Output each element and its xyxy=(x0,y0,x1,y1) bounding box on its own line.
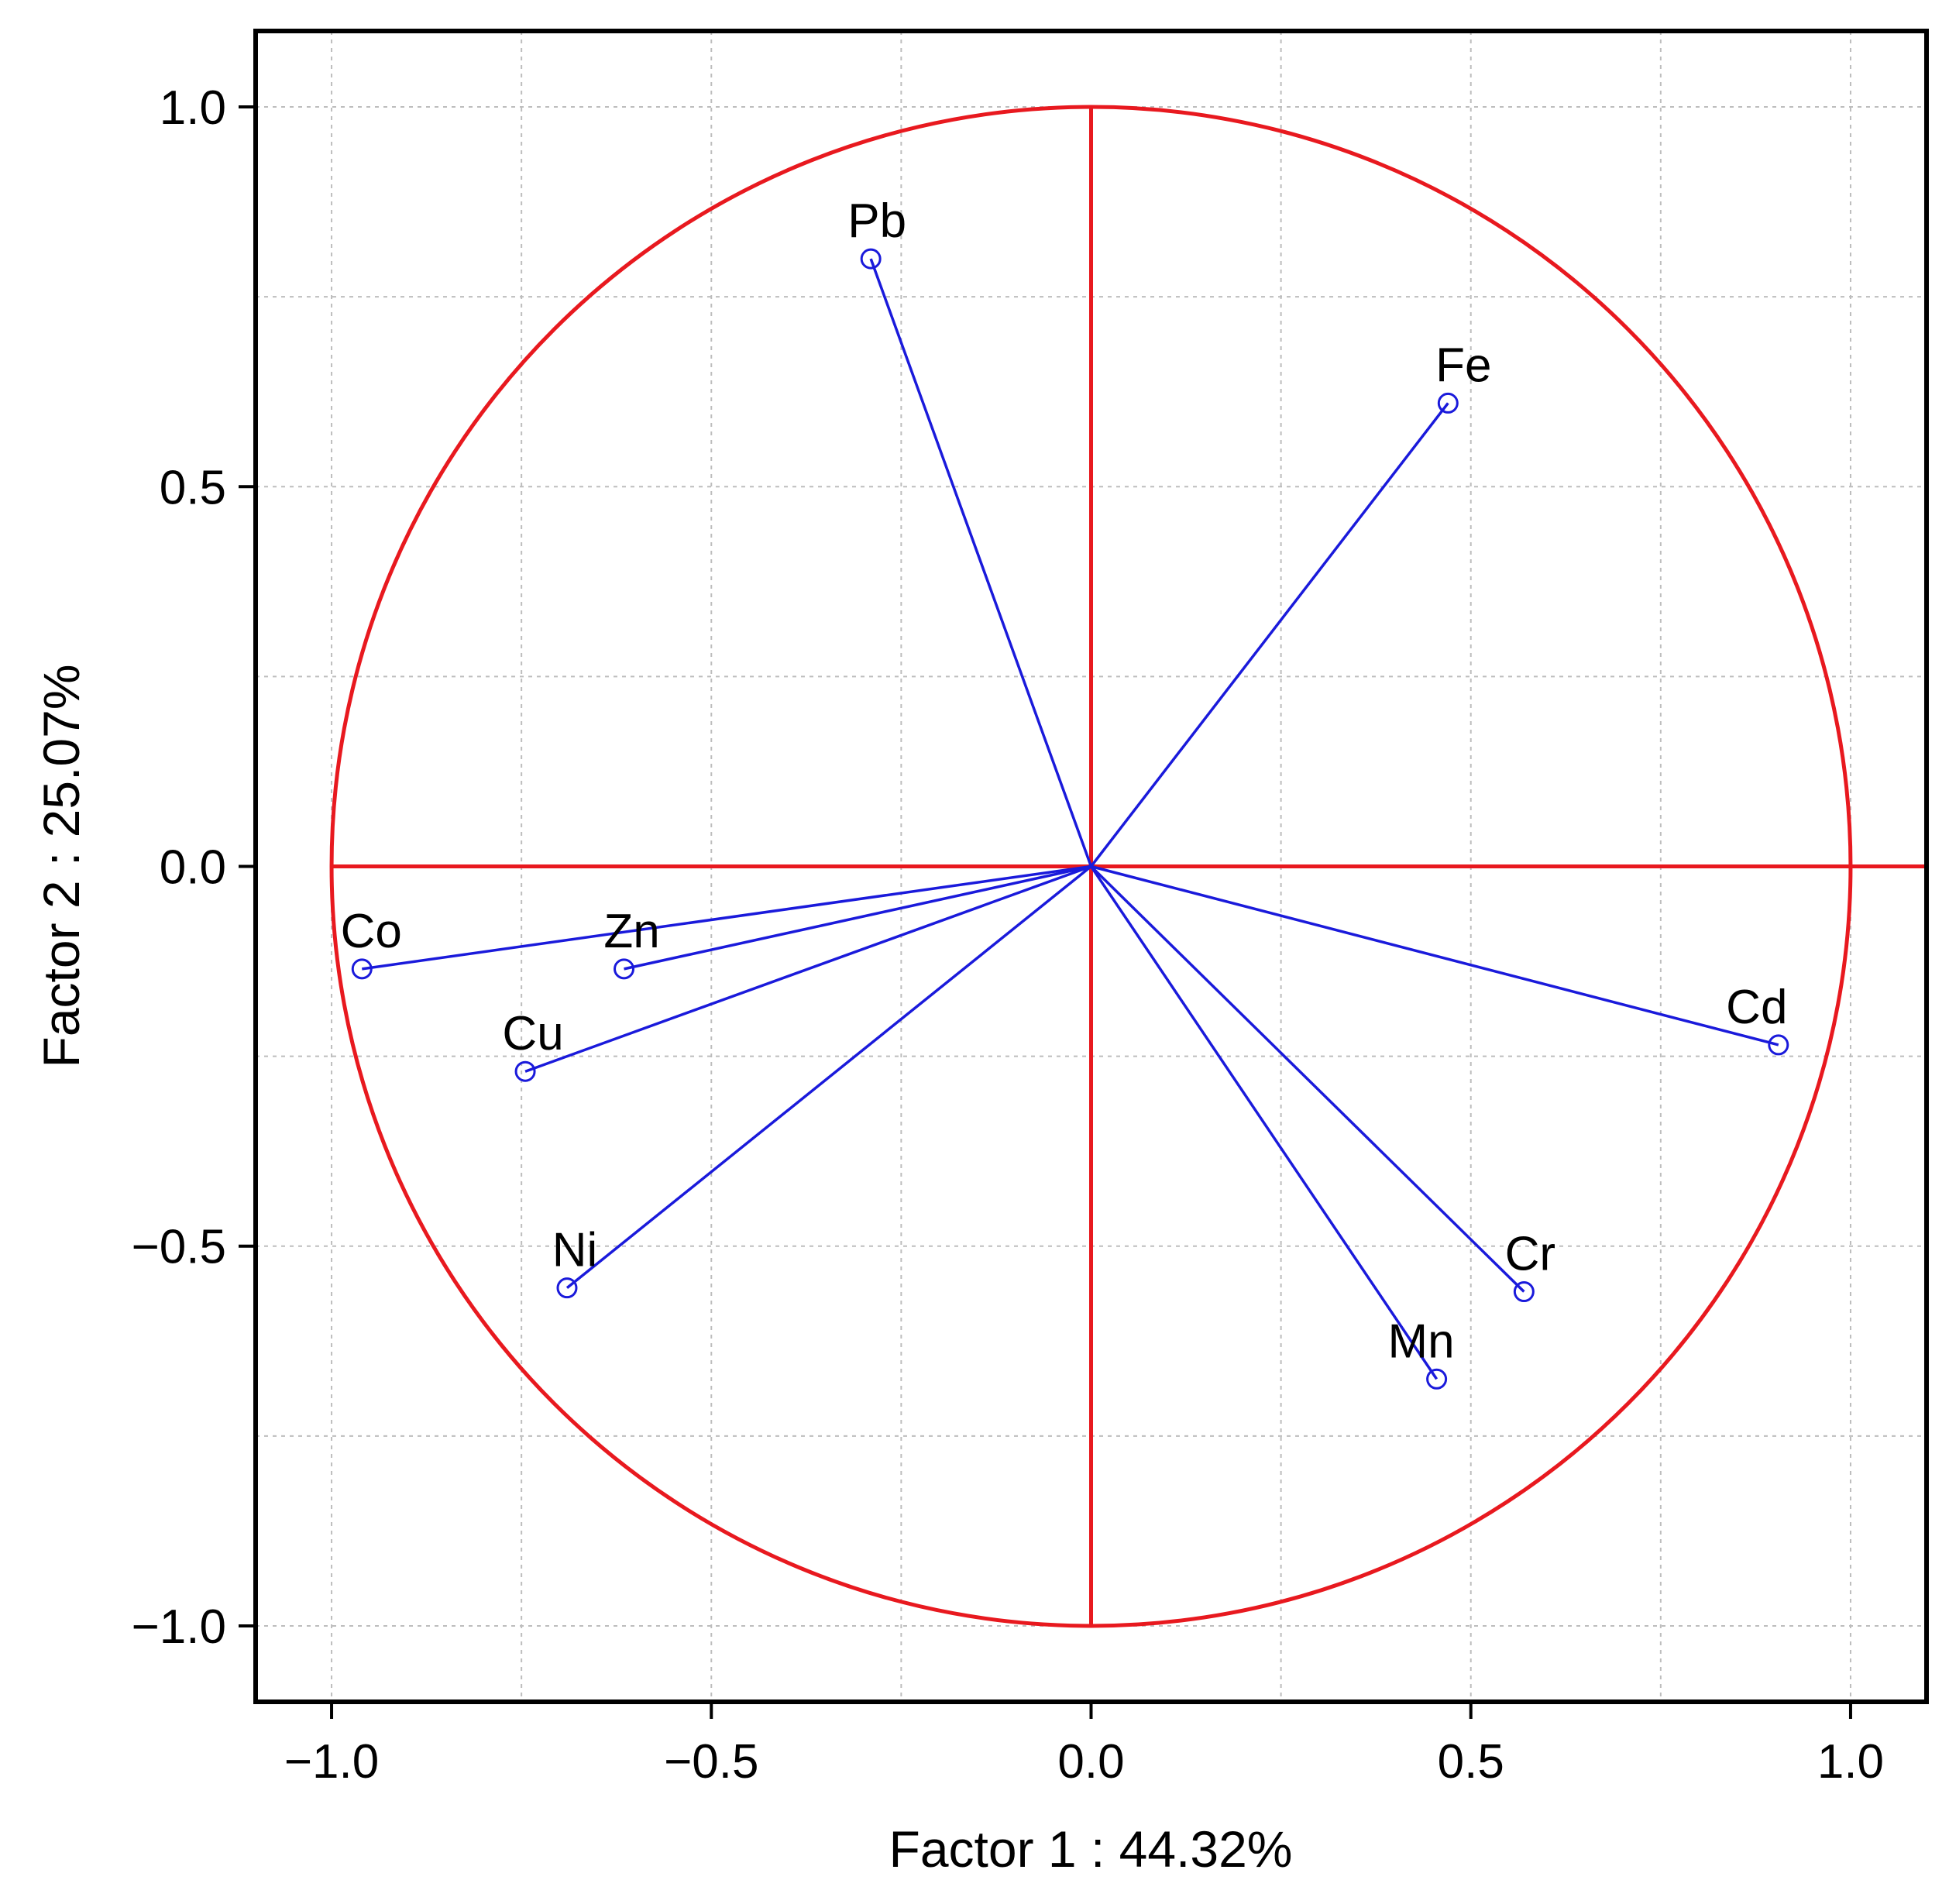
loading-vector-mn xyxy=(1090,865,1439,1380)
loading-point-zn xyxy=(614,958,635,980)
variable-label-mn: Mn xyxy=(1388,1315,1455,1368)
x-tick-label: 0.5 xyxy=(1438,1735,1504,1789)
loading-vector-co xyxy=(362,864,1091,971)
loading-point-mn xyxy=(1426,1368,1448,1390)
y-tick-label: −1.0 xyxy=(132,1600,226,1654)
x-tick-label: −0.5 xyxy=(664,1735,758,1789)
x-tick-label: 1.0 xyxy=(1817,1735,1884,1789)
loading-point-fe xyxy=(1437,392,1459,414)
loading-vector-ni xyxy=(565,865,1092,1290)
loading-point-co xyxy=(351,958,373,980)
x-axis-label: Factor 1 : 44.32% xyxy=(889,1820,1293,1878)
variable-label-co: Co xyxy=(341,905,402,958)
loading-vector-cr xyxy=(1090,865,1525,1293)
axis-ticks: −1.0 −0.5 0.0 0.5 1.0 −1.0 −0.5 0.0 0.5 1.0 xyxy=(132,81,1884,1789)
loading-point-cr xyxy=(1513,1281,1535,1303)
y-tick-label: 0.5 xyxy=(160,461,226,514)
variable-label-zn: Zn xyxy=(603,905,659,958)
y-axis-label: Factor 2 : 25.07% xyxy=(33,665,90,1068)
loading-vector-zn xyxy=(624,864,1091,971)
variable-label-fe: Fe xyxy=(1435,339,1491,392)
y-tick-label: 1.0 xyxy=(160,81,226,135)
x-tick-label: 0.0 xyxy=(1057,1735,1124,1789)
loading-point-cu xyxy=(514,1060,536,1082)
loading-point-pb xyxy=(860,248,882,270)
variable-label-cr: Cr xyxy=(1505,1228,1555,1281)
variable-label-pb: Pb xyxy=(847,194,906,248)
variable-label-cd: Cd xyxy=(1726,981,1787,1034)
unit-circle-layer xyxy=(329,105,1927,1628)
y-tick-label: 0.0 xyxy=(160,841,226,895)
loading-vector-pb xyxy=(869,258,1093,868)
loading-vector-fe xyxy=(1090,402,1449,868)
loading-vector-cd xyxy=(1091,864,1779,1047)
x-tick-label: −1.0 xyxy=(284,1735,379,1789)
variable-labels: Pb Fe Co Zn Cu Ni Cd Cr Mn xyxy=(341,194,1788,1368)
y-tick-label: −0.5 xyxy=(132,1221,226,1274)
variable-label-ni: Ni xyxy=(552,1224,598,1277)
loading-vectors xyxy=(351,248,1789,1390)
loading-point-ni xyxy=(556,1277,578,1299)
loading-vector-cu xyxy=(524,864,1092,1073)
loading-point-cd xyxy=(1768,1034,1789,1056)
variable-label-cu: Cu xyxy=(502,1007,563,1060)
